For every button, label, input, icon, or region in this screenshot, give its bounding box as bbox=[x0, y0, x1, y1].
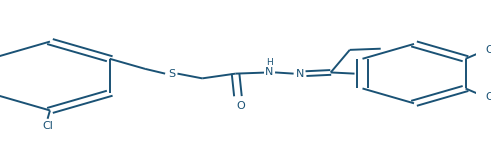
Text: O: O bbox=[485, 92, 491, 102]
Text: S: S bbox=[168, 69, 175, 79]
Text: O: O bbox=[485, 45, 491, 55]
Text: N: N bbox=[265, 67, 273, 77]
Text: N: N bbox=[296, 69, 304, 79]
Text: O: O bbox=[236, 101, 245, 111]
Text: H: H bbox=[267, 58, 273, 67]
Text: Cl: Cl bbox=[42, 121, 53, 131]
